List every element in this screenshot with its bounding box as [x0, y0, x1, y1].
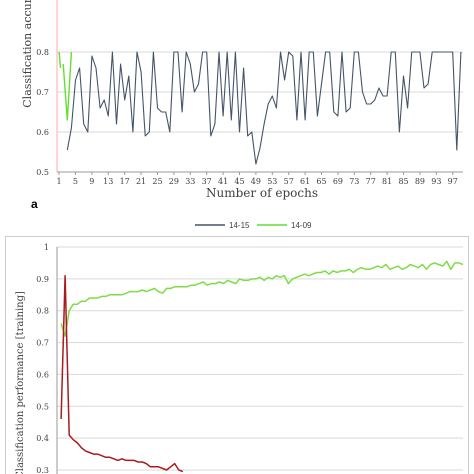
- chart-a-x-tick-label: 65: [316, 177, 326, 186]
- chart-a-x-tick-label: 13: [103, 177, 113, 186]
- chart-b-y-tick-label: 0.3: [36, 466, 49, 474]
- chart-b-series-line-green: [60, 260, 464, 337]
- chart-b-y-tick-label: 0.8: [36, 307, 49, 316]
- chart-b-series: [60, 260, 464, 473]
- chart-a-y-tick-label: 0.8: [36, 48, 49, 57]
- chart-b-y-axis-label: Classification performance [training]: [15, 291, 26, 474]
- chart-a-y-ticks: 0.5 0.6 0.7 0.8: [36, 48, 49, 177]
- chart-a-x-tick-label: 85: [398, 177, 408, 186]
- chart-a-y-tick-label: 0.7: [36, 88, 49, 97]
- chart-a-x-tick-label: 37: [202, 177, 212, 186]
- chart-a-x-tick-label: 57: [284, 177, 294, 186]
- chart-a-x-tick-label: 73: [349, 177, 359, 186]
- chart-a-x-tick-label: 5: [73, 177, 78, 186]
- chart-a-x-tick-label: 1: [57, 177, 62, 186]
- chart-a-x-tick-label: 61: [300, 177, 310, 186]
- panel-label-a: a: [31, 197, 38, 211]
- chart-a-x-tick-label: 77: [366, 177, 376, 186]
- chart-a-x-tick-label: 17: [120, 177, 130, 186]
- chart-b-gridlines: [56, 246, 463, 474]
- chart-a-x-tick-label: 97: [448, 177, 458, 186]
- chart-b-y-ticks: 0.3 0.4 0.5 0.6 0.7 0.8 0.9 1: [36, 243, 49, 474]
- chart-a-gridlines: [57, 51, 463, 173]
- chart-a-series-line-14-09: [62, 51, 73, 121]
- chart-a-x-tick-label: 53: [267, 177, 277, 186]
- chart-a-x-tick-label: 93: [431, 177, 441, 186]
- chart-a-y-tick-label: 0.5: [36, 168, 49, 177]
- chart-b-frame: [5, 236, 469, 474]
- chart-b: 0.3 0.4 0.5 0.6 0.7 0.8 0.9 1 Classification pe…: [15, 243, 464, 474]
- chart-b-y-tick-label: 0.6: [36, 370, 49, 379]
- chart-a-x-tick-label: 41: [218, 177, 228, 186]
- chart-a-x-tick-label: 29: [169, 177, 179, 186]
- chart-a-legend: 14-15 14-09: [195, 221, 312, 230]
- chart-a-x-tick-label: 49: [251, 177, 261, 186]
- chart-a-x-tick-label: 89: [415, 177, 425, 186]
- chart-a-x-tick-label: 69: [333, 177, 343, 186]
- chart-a: 0.5 0.6 0.7 0.8 1 5 9 13 17 21 25 29 33 37 41 45 49 53 57…: [21, 0, 463, 230]
- chart-a-y-axis-label: Classification accur: [21, 0, 34, 108]
- chart-b-y-tick-label: 0.7: [36, 339, 49, 348]
- chart-b-y-tick-label: 0.4: [36, 434, 49, 443]
- chart-b-y-tick-label: 1: [44, 243, 49, 252]
- chart-a-series-line-extra: [58, 51, 62, 69]
- chart-a-x-tick-label: 33: [185, 177, 195, 186]
- chart-a-x-tick-label: 81: [382, 177, 392, 186]
- chart-a-series-line-14-15: [66, 51, 462, 165]
- chart-a-x-tick-label: 45: [234, 177, 244, 186]
- chart-a-x-tick-label: 9: [89, 177, 94, 186]
- chart-a-series: [58, 51, 462, 165]
- chart-b-y-tick-label: 0.5: [36, 402, 49, 411]
- chart-a-x-axis-label: Number of epochs: [206, 186, 318, 200]
- chart-b-y-tick-label: 0.9: [36, 275, 49, 284]
- legend-label-14-15: 14-15: [229, 221, 250, 230]
- chart-a-x-tick-label: 25: [152, 177, 162, 186]
- chart-a-x-tick-label: 21: [136, 177, 146, 186]
- chart-a-y-tick-label: 0.6: [36, 128, 49, 137]
- chart-b-series-line-red: [60, 274, 184, 473]
- chart-a-x-ticks: 1 5 9 13 17 21 25 29 33 37 41 45 49 53 57 61 65 69 73 77 81 8…: [57, 172, 458, 186]
- legend-label-14-09: 14-09: [291, 221, 312, 230]
